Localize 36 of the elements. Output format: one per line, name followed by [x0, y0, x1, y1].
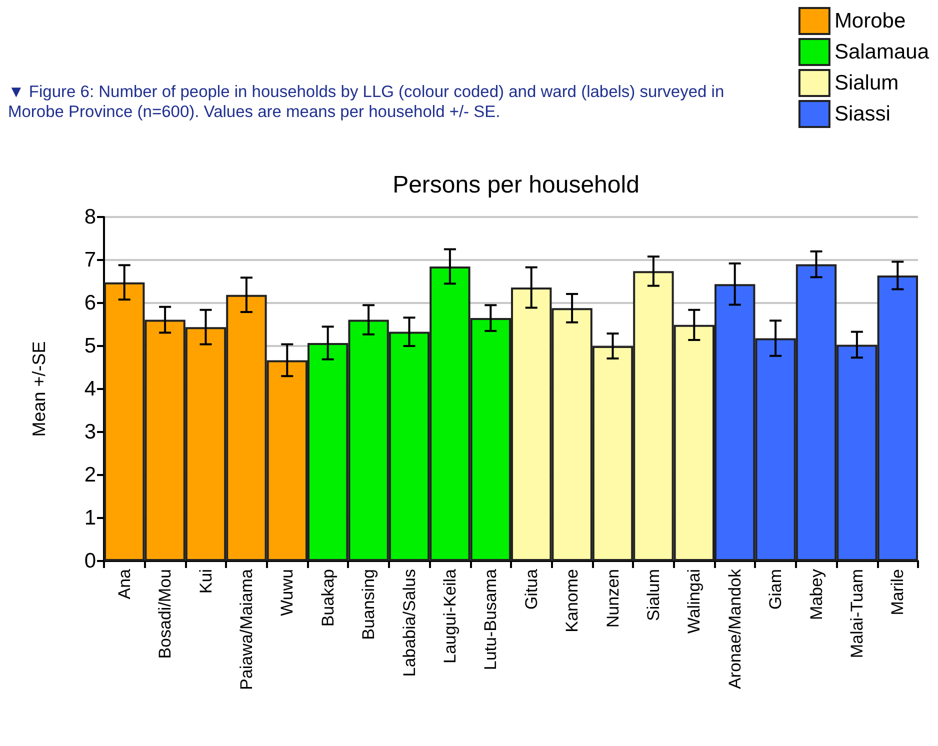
x-tick-label: Ana [114, 568, 134, 600]
legend-label: Sialum [834, 72, 899, 94]
y-tick-label: 7 [84, 248, 96, 272]
x-tick-label: Laugui-Keila [440, 568, 460, 664]
x-tick-label: Walingai [684, 569, 704, 634]
y-tick-label: 1 [84, 506, 96, 530]
legend-label: Morobe [834, 10, 906, 32]
x-tick-label: Aronae/Mandok [725, 568, 744, 690]
x-tick-label: Kanome [562, 569, 582, 632]
x-tick-label: Bosadi/Mou [156, 569, 175, 659]
y-tick-label: 2 [84, 464, 96, 486]
y-tick-label: 0 [84, 550, 96, 572]
y-tick-label: 6 [84, 292, 96, 314]
legend-label: Salamaua [834, 40, 930, 64]
y-tick-label: 5 [84, 334, 96, 358]
x-tick-label: Malai-Tuam [847, 569, 866, 658]
y-tick-label: 3 [84, 420, 96, 444]
x-tick-label: Wuwu [278, 569, 297, 616]
y-tick-label: 8 [84, 206, 96, 228]
x-tick-label: Nunzen [603, 569, 622, 628]
x-tick-label: Mabey [806, 568, 826, 620]
x-tick-label: Kui [196, 569, 216, 594]
x-tick-label: Buakap [318, 569, 338, 627]
x-tick-label: Marile [888, 569, 908, 616]
x-tick-label: Paiawa/Maiama [236, 568, 256, 690]
y-tick-label: 4 [84, 378, 96, 400]
text: ▼ Figure 6: Number of people in households by LLG (colour coded) and ward (labels) surveyed in Morobe Province (n=600). Values are means per household +/- SE. [8, 82, 726, 122]
x-tick-label: Sialum [644, 569, 663, 621]
y-axis-title: Mean +/-SE [29, 341, 49, 437]
x-tick-label: Giam [766, 569, 786, 610]
legend-label: Siassi [834, 102, 890, 126]
x-tick-label: Gitua [522, 568, 541, 610]
chart-title: Persons per household [392, 172, 640, 198]
x-tick-label: Lababia/Salus [400, 569, 419, 677]
x-tick-label: Buansing [359, 569, 378, 640]
x-tick-label: Lutu-Busama [481, 568, 500, 670]
